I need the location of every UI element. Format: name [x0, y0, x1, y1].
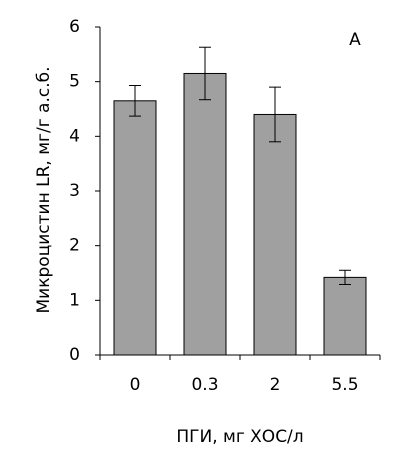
x-axis-label: ПГИ, мг ХОС/л	[176, 427, 303, 447]
error-bar	[129, 84, 141, 117]
x-tick-label: 0.3	[191, 375, 218, 395]
x-tick-label: 5.5	[331, 375, 358, 395]
annotation: A	[349, 30, 361, 50]
x-tick-label: 0	[130, 375, 141, 395]
y-tick-label: 0	[69, 345, 80, 365]
error-bar	[199, 46, 211, 101]
bar	[253, 113, 297, 356]
x-tick-label: 2	[270, 375, 281, 395]
y-tick-label: 2	[69, 236, 80, 256]
y-axis-label: Микроцистин LR, мг/г а.с.б.	[34, 67, 54, 314]
y-tick-label: 3	[69, 181, 80, 201]
error-bar	[269, 86, 281, 143]
y-tick-label: 4	[69, 126, 80, 146]
y-tick-label: 6	[69, 17, 80, 37]
bar	[323, 276, 367, 356]
bar	[183, 72, 227, 356]
bar	[113, 100, 157, 356]
error-bar	[339, 269, 351, 285]
y-tick-label: 1	[69, 290, 80, 310]
y-tick-label: 5	[69, 72, 80, 92]
